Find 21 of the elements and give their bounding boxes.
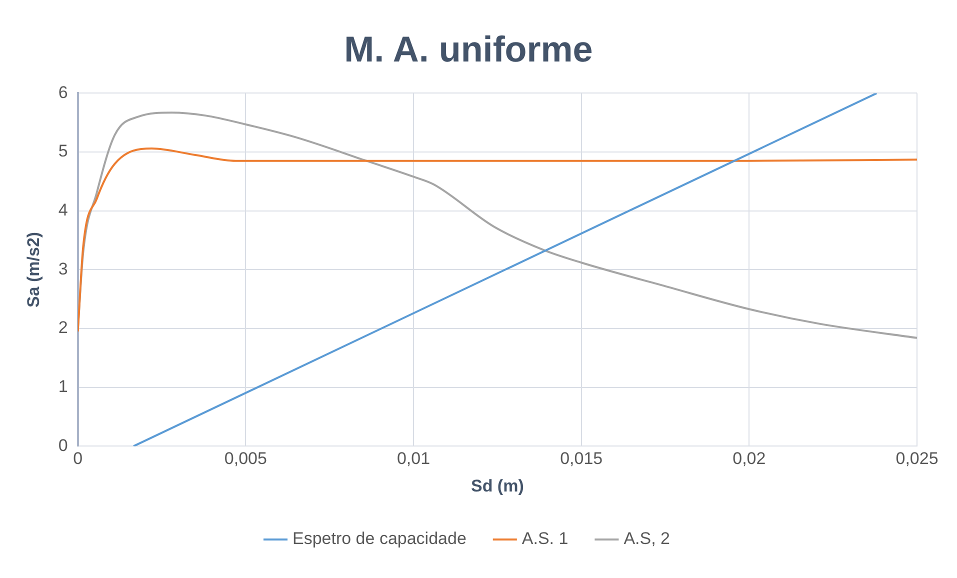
x-tick-label: 0,025: [896, 449, 938, 468]
y-tick-label: 5: [58, 142, 68, 161]
y-tick-label: 3: [58, 259, 68, 278]
chart-title: M. A. uniforme: [344, 28, 593, 70]
y-tick-label: 4: [58, 200, 68, 220]
x-tick-label: 0,02: [732, 449, 766, 468]
y-tick-label: 6: [58, 82, 68, 102]
x-tick-label: 0: [73, 449, 83, 468]
x-tick-label: 0,005: [224, 449, 267, 468]
x-axis-title: Sd (m): [470, 476, 524, 496]
legend-label: Espetro de capacidade: [292, 529, 466, 548]
legend-label: A.S, 2: [624, 529, 670, 548]
x-tick-label: 0,01: [396, 449, 430, 468]
line-series: [78, 148, 917, 332]
line-series: [78, 112, 917, 339]
y-tick-label: 1: [58, 377, 68, 396]
legend-label: A.S. 1: [522, 529, 568, 548]
y-axis-title: Sa (m/s2): [24, 232, 43, 308]
y-tick-label: 2: [58, 318, 68, 338]
y-tick-label: 0: [58, 436, 68, 455]
x-tick-label: 0,015: [560, 449, 603, 468]
